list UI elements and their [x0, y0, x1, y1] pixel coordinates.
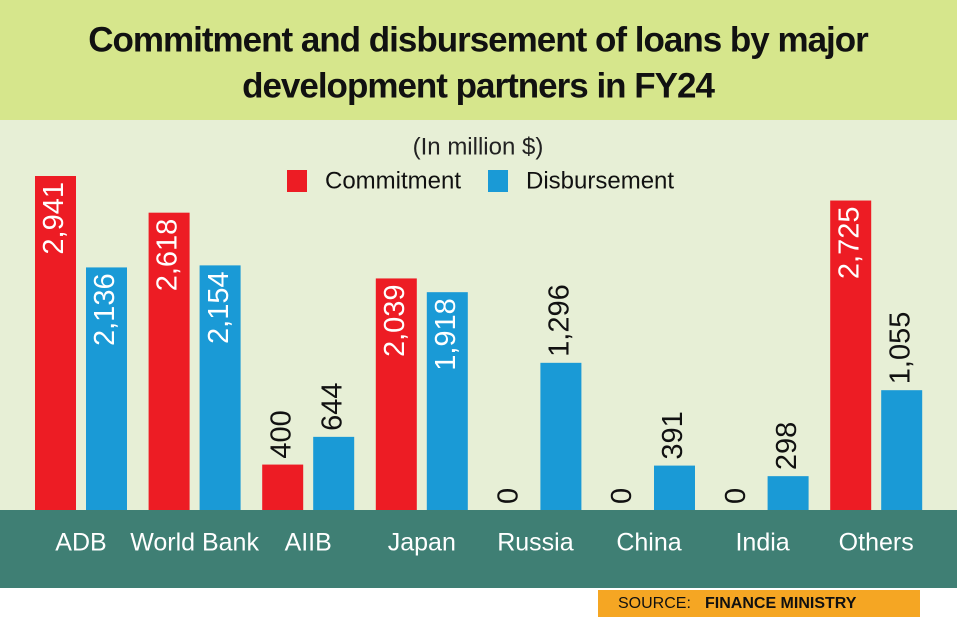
bar [313, 436, 355, 510]
value-label: 2,154 [203, 271, 235, 344]
bar [86, 267, 127, 510]
bar [540, 362, 582, 510]
value-label: 1,055 [884, 312, 916, 385]
chart-title: Commitment and disbursement of loans by … [88, 20, 869, 59]
title-band [0, 0, 957, 120]
value-label: 644 [316, 382, 348, 430]
value-label: 2,941 [38, 182, 70, 255]
bar [654, 465, 695, 510]
bar [767, 476, 809, 510]
bar [199, 265, 241, 510]
x-tick-label: Japan [388, 529, 456, 557]
source-label: SOURCE: [618, 595, 691, 612]
value-label: 1,918 [430, 298, 462, 371]
value-label: 1,296 [544, 284, 576, 357]
bar [426, 292, 468, 510]
x-tick-label: India [735, 529, 789, 557]
subtitle: (In million $) [413, 133, 544, 160]
legend-swatch [488, 170, 508, 192]
category-band [0, 510, 957, 588]
x-tick-label: Others [839, 529, 914, 557]
bar [375, 278, 417, 510]
value-label: 0 [720, 488, 752, 504]
bar [148, 212, 190, 511]
plot-area [0, 120, 957, 510]
legend-label: Disbursement [526, 167, 674, 194]
bar [830, 200, 872, 510]
chart-title: development partners in FY24 [242, 66, 715, 105]
source-box [598, 590, 920, 617]
source: FINANCE MINISTRY [705, 595, 857, 612]
value-label: 400 [265, 410, 297, 458]
value-label: 391 [657, 411, 689, 459]
legend-swatch [287, 170, 307, 192]
value-label: 2,136 [89, 273, 121, 346]
legend-label: Commitment [325, 167, 461, 194]
value-label: 2,725 [833, 207, 865, 280]
x-tick-label: China [616, 529, 681, 557]
value-label: 0 [606, 488, 638, 504]
x-tick-label: World Bank [130, 529, 259, 557]
value-label: 0 [493, 488, 525, 504]
x-tick-label: AIIB [285, 529, 332, 557]
x-tick-label: Russia [497, 529, 574, 557]
bar [35, 176, 76, 510]
x-tick-label: ADB [55, 529, 106, 557]
value-label: 298 [771, 422, 803, 470]
value-label: 2,039 [379, 284, 411, 357]
value-label: 2,618 [152, 219, 184, 292]
bar [262, 464, 304, 510]
bar [881, 390, 923, 510]
